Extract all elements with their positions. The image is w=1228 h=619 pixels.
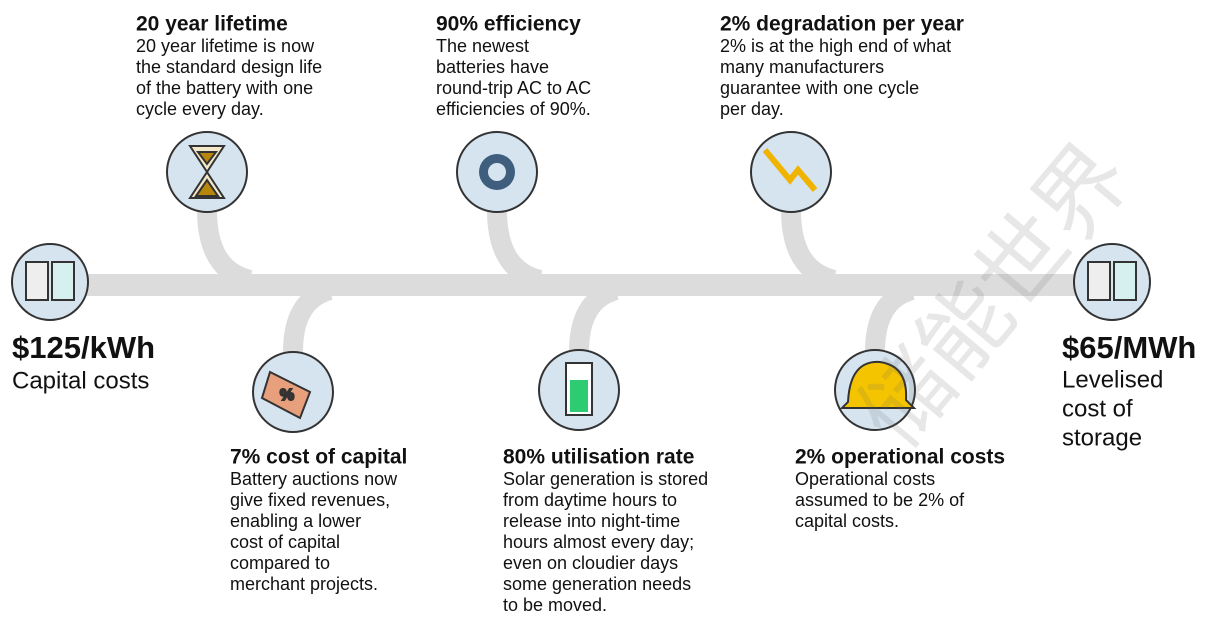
factor-title: 90% efficiency <box>436 13 581 36</box>
factor-text: the standard design life <box>136 57 322 77</box>
factor-text: batteries have <box>436 57 549 77</box>
factor-text: enabling a lower <box>230 511 361 531</box>
end-label: cost of <box>1062 395 1133 422</box>
start-label: Capital costs <box>12 367 149 394</box>
factor-text: The newest <box>436 36 529 56</box>
factor-text: cycle every day. <box>136 99 264 119</box>
factor-text: cost of capital <box>230 532 340 552</box>
factor-text: Solar generation is stored <box>503 469 708 489</box>
factor-text: Battery auctions now <box>230 469 398 489</box>
end-label: Levelised <box>1062 366 1163 393</box>
factor-text: to be moved. <box>503 595 607 614</box>
factor-text: assumed to be 2% of <box>795 490 965 510</box>
factor-text: from daytime hours to <box>503 490 677 510</box>
factor-text: efficiencies of 90%. <box>436 99 591 119</box>
factor-title: 80% utilisation rate <box>503 446 694 469</box>
factor-title: 7% cost of capital <box>230 446 407 469</box>
factor-text: release into night-time <box>503 511 680 531</box>
factor-text: give fixed revenues, <box>230 490 390 510</box>
factor-text: round-trip AC to AC <box>436 78 591 98</box>
end-label: storage <box>1062 424 1142 451</box>
factor-title: 20 year lifetime <box>136 13 288 36</box>
factor-text: even on cloudier days <box>503 553 678 573</box>
factor-text: 2% is at the high end of what <box>720 36 951 56</box>
factor-title: 2% degradation per year <box>720 13 964 36</box>
factor-text: 20 year lifetime is now <box>136 36 315 56</box>
factor-text: compared to <box>230 553 330 573</box>
factor-text: merchant projects. <box>230 574 378 594</box>
factor-text: hours almost every day; <box>503 532 694 552</box>
factor-text: some generation needs <box>503 574 691 594</box>
infographic: % 20 year lifetime20 year lifetime is no… <box>0 0 1228 614</box>
svg-text:%: % <box>280 387 294 404</box>
factor-text: Operational costs <box>795 469 935 489</box>
factor-text: of the battery with one <box>136 78 313 98</box>
factor-text: many manufacturers <box>720 57 884 77</box>
end-value: $65/MWh <box>1062 330 1196 365</box>
factor-text: guarantee with one cycle <box>720 78 919 98</box>
factor-text: capital costs. <box>795 511 899 531</box>
start-value: $125/kWh <box>12 330 155 365</box>
factor-text: per day. <box>720 99 784 119</box>
